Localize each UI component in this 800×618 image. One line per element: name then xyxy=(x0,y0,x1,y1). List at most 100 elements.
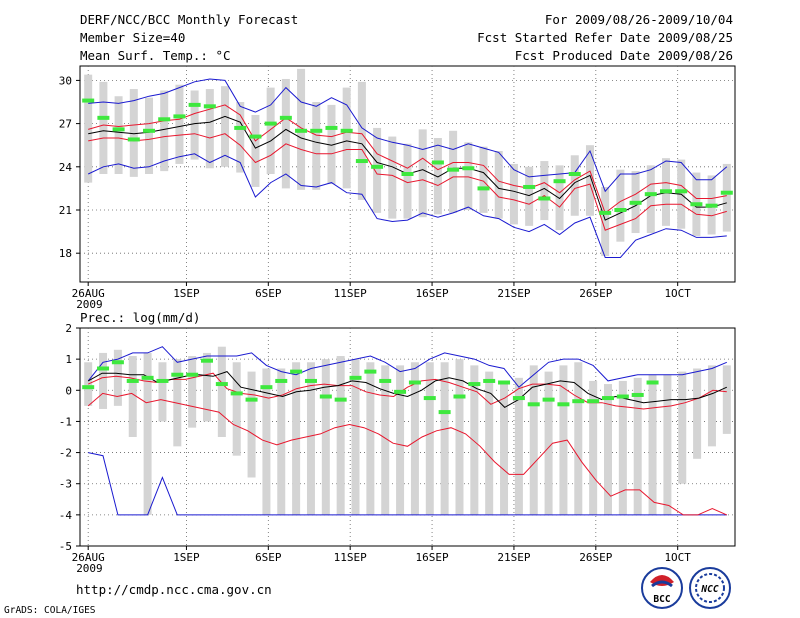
prec-box xyxy=(396,365,405,515)
temp-obs-mark xyxy=(143,128,156,133)
prec-obs-mark xyxy=(527,402,540,407)
prec-xtick-year: 2009 xyxy=(76,562,103,575)
temp-box xyxy=(251,114,260,187)
temp-obs-mark xyxy=(599,210,612,215)
prec-box xyxy=(366,362,375,515)
prec-box xyxy=(306,362,315,515)
temp-upper-red-line xyxy=(88,104,727,214)
temp-box xyxy=(175,84,184,164)
temp-lower-blue-line xyxy=(87,153,727,258)
source-url: http://cmdp.ncc.cma.gov.cn xyxy=(76,582,272,597)
temp-ytick-label: 18 xyxy=(59,247,72,260)
temp-obs-mark xyxy=(279,115,292,120)
prec-obs-mark xyxy=(82,385,95,390)
temp-obs-mark xyxy=(568,172,581,176)
temp-box xyxy=(585,145,594,216)
prec-obs-mark xyxy=(141,375,154,380)
temp-xtick-label: 21SEP xyxy=(497,287,530,300)
temp-box xyxy=(373,127,382,213)
prec-xtick-label: 21SEP xyxy=(497,551,530,564)
prec-obs-mark xyxy=(319,394,332,399)
prec-obs-mark xyxy=(260,385,273,390)
prec-box xyxy=(203,352,212,422)
temp-obs-mark xyxy=(295,128,308,133)
prec-upper-blue-line xyxy=(87,346,727,388)
temp-obs-mark xyxy=(477,186,490,191)
temp-box xyxy=(205,89,214,169)
prec-obs-mark xyxy=(304,378,317,383)
prec-box xyxy=(381,365,390,515)
prec-obs-mark xyxy=(201,358,214,363)
temp-box xyxy=(540,161,549,221)
prec-box xyxy=(440,362,449,515)
prec-obs-mark xyxy=(97,366,110,371)
prec-obs-mark xyxy=(468,382,481,387)
temp-box xyxy=(357,81,366,200)
prec-obs-mark xyxy=(364,369,377,374)
prec-obs-mark xyxy=(601,396,614,401)
prec-obs-mark xyxy=(156,378,169,383)
temp-obs-mark xyxy=(112,127,125,132)
temp-box xyxy=(722,163,731,232)
temp-ytick-label: 24 xyxy=(59,161,73,174)
temp-box xyxy=(525,166,534,226)
temp-box xyxy=(114,96,123,174)
figure-title: DERF/NCC/BCC Monthly Forecast xyxy=(80,12,298,27)
prec-xtick-label: 16SEP xyxy=(416,551,449,564)
prec-box xyxy=(544,371,553,515)
temp-box xyxy=(99,81,108,174)
precip-panel-title: Prec.: log(mm/d) xyxy=(80,310,200,325)
temp-box xyxy=(464,142,473,210)
prec-xtick-label: 6SEP xyxy=(255,551,282,564)
prec-xtick-label: 1SEP xyxy=(173,551,200,564)
temp-box xyxy=(570,155,579,216)
temp-upper-blue-line xyxy=(88,78,728,193)
prec-box xyxy=(158,362,167,422)
prec-ytick-label: 2 xyxy=(65,322,72,335)
prec-xtick-label: 26AUG xyxy=(72,551,105,564)
prec-box xyxy=(663,374,672,515)
prec-ytick-label: -1 xyxy=(59,415,72,428)
prec-box xyxy=(559,365,568,515)
prec-obs-mark xyxy=(512,396,525,401)
temp-obs-mark xyxy=(234,125,247,130)
temp-xtick-label: 1SEP xyxy=(173,287,200,300)
prec-box xyxy=(574,362,583,515)
grads-credit: GrADS: COLA/IGES xyxy=(4,605,96,616)
prec-ytick-label: -2 xyxy=(59,447,72,460)
temp-box xyxy=(494,150,503,219)
prec-lower-blue-line xyxy=(88,452,727,516)
temp-obs-mark xyxy=(158,117,171,122)
prec-obs-mark xyxy=(334,397,347,402)
prec-box xyxy=(589,380,598,515)
prec-obs-mark xyxy=(379,378,392,383)
refer-date-label: Fcst Started Refer Date 2009/08/25 xyxy=(477,30,733,45)
temp-box xyxy=(601,186,610,257)
prec-box xyxy=(425,362,434,515)
prec-xtick-label: 1OCT xyxy=(664,551,691,564)
temp-box xyxy=(160,90,169,172)
prec-obs-mark xyxy=(438,410,451,415)
prec-obs-mark xyxy=(394,389,407,394)
prec-obs-mark xyxy=(542,397,555,402)
temperature-panel: 18 21 24 27 30 26AUG 1SEP 6SEP 11SEP 16SEP 21SEP 26… xyxy=(59,65,736,311)
temp-obs-mark xyxy=(97,115,110,120)
temp-box xyxy=(129,89,138,177)
temp-obs-mark xyxy=(325,125,338,130)
prec-box xyxy=(470,365,479,515)
prec-plot-frame xyxy=(79,327,736,547)
ncc-logo-text: NCC xyxy=(700,584,718,595)
temp-obs-mark xyxy=(82,98,95,103)
prec-obs-mark xyxy=(557,402,570,407)
temp-box xyxy=(509,163,518,225)
temp-obs-mark xyxy=(675,189,688,194)
temp-box xyxy=(312,102,321,190)
prec-box xyxy=(247,371,256,478)
prec-box xyxy=(455,359,464,515)
temp-xtick-label: 26AUG xyxy=(72,287,105,300)
temp-box xyxy=(221,86,230,167)
prec-box xyxy=(648,374,657,515)
temp-box xyxy=(418,129,427,218)
temp-box xyxy=(342,87,351,189)
